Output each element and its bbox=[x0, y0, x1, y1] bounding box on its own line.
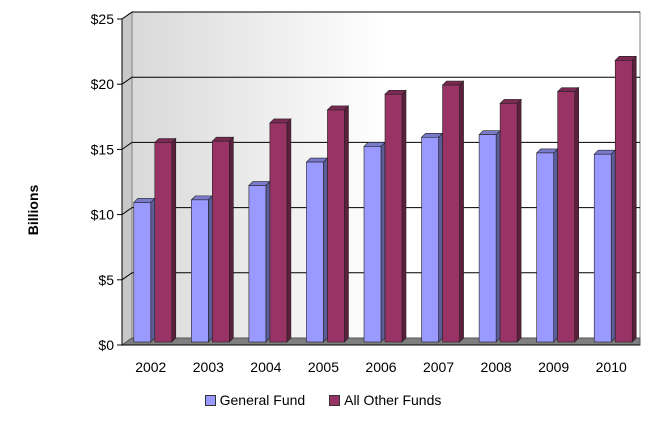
bar-top bbox=[305, 157, 329, 163]
bar bbox=[248, 185, 267, 343]
bar-top bbox=[190, 195, 214, 201]
bar-top bbox=[211, 136, 235, 142]
bar bbox=[327, 109, 345, 343]
bar-side bbox=[459, 80, 464, 343]
bar-top bbox=[478, 130, 501, 135]
bar bbox=[154, 142, 173, 343]
bar-side bbox=[208, 195, 213, 343]
bar bbox=[363, 146, 382, 343]
bar-top bbox=[154, 138, 177, 143]
x-tick-label: 2007 bbox=[423, 359, 454, 375]
bar-side bbox=[610, 149, 616, 343]
y-tick-label: $10 bbox=[91, 207, 115, 223]
x-tick-label: 2008 bbox=[481, 359, 512, 375]
gridline-side bbox=[121, 11, 133, 20]
bar-side bbox=[380, 141, 386, 343]
bar bbox=[306, 161, 324, 343]
y-tick-label: $20 bbox=[91, 76, 115, 92]
bar-top bbox=[556, 87, 580, 92]
y-tick-label: $5 bbox=[98, 272, 114, 288]
bar-top bbox=[535, 148, 559, 154]
bar-side bbox=[401, 89, 407, 343]
bar-side bbox=[631, 55, 637, 343]
bar-top bbox=[269, 118, 292, 124]
bar-top bbox=[499, 99, 522, 104]
bar bbox=[191, 199, 209, 343]
bar-top bbox=[384, 89, 407, 95]
x-tick-label: 2003 bbox=[193, 359, 224, 375]
bar-top bbox=[248, 181, 271, 186]
y-axis-title: Billions bbox=[25, 185, 41, 236]
bar bbox=[478, 134, 497, 343]
bar-side bbox=[553, 148, 558, 343]
bar-side bbox=[150, 197, 156, 343]
bar-side bbox=[265, 180, 271, 343]
bar-side bbox=[495, 129, 501, 343]
bar bbox=[499, 103, 518, 343]
x-tick-label: 2002 bbox=[135, 359, 166, 375]
bar-top bbox=[326, 105, 350, 111]
bar bbox=[212, 140, 230, 343]
bar-top bbox=[133, 198, 156, 203]
gridline-side bbox=[121, 76, 133, 85]
gridline-side bbox=[121, 272, 133, 281]
bar-side bbox=[286, 118, 292, 343]
bar bbox=[614, 60, 633, 343]
x-tick-label: 2005 bbox=[308, 359, 339, 375]
bar bbox=[269, 122, 288, 343]
legend-label-general-fund: General Fund bbox=[219, 392, 306, 408]
bar-top bbox=[441, 80, 465, 86]
x-tick-label: 2004 bbox=[250, 359, 281, 375]
bar-side bbox=[438, 132, 443, 343]
bar bbox=[557, 91, 575, 343]
bar-side bbox=[229, 136, 234, 343]
legend-item-all-other-funds: All Other Funds bbox=[329, 392, 441, 408]
plot-side-wall bbox=[121, 11, 133, 346]
legend-label-all-other-funds: All Other Funds bbox=[344, 392, 442, 408]
bar-top bbox=[420, 132, 444, 138]
bar-side bbox=[344, 105, 349, 343]
bar bbox=[421, 136, 439, 343]
bar bbox=[536, 152, 554, 343]
bar-top bbox=[614, 56, 637, 61]
bar-side bbox=[516, 98, 522, 343]
x-tick-label: 2006 bbox=[365, 359, 396, 375]
bar-top bbox=[593, 149, 616, 155]
legend: General Fund All Other Funds bbox=[0, 392, 646, 409]
bar bbox=[384, 93, 403, 343]
bar bbox=[442, 84, 460, 343]
bar bbox=[593, 153, 612, 343]
gridline-side bbox=[121, 207, 133, 216]
legend-swatch-general-fund bbox=[204, 394, 216, 406]
y-tick-label: $25 bbox=[91, 11, 115, 27]
bar-top bbox=[363, 142, 386, 147]
x-tick-label: 2009 bbox=[538, 359, 569, 375]
bar-side bbox=[323, 157, 328, 343]
bar bbox=[133, 202, 152, 343]
bar-side bbox=[574, 86, 579, 343]
legend-swatch-all-other-funds bbox=[329, 394, 341, 406]
gridline-side bbox=[121, 141, 133, 150]
bar-side bbox=[171, 137, 177, 343]
y-tick-label: $15 bbox=[91, 141, 115, 157]
y-tick-label: $0 bbox=[98, 337, 114, 353]
legend-item-general-fund: General Fund bbox=[204, 392, 306, 408]
x-tick-label: 2010 bbox=[596, 359, 627, 375]
